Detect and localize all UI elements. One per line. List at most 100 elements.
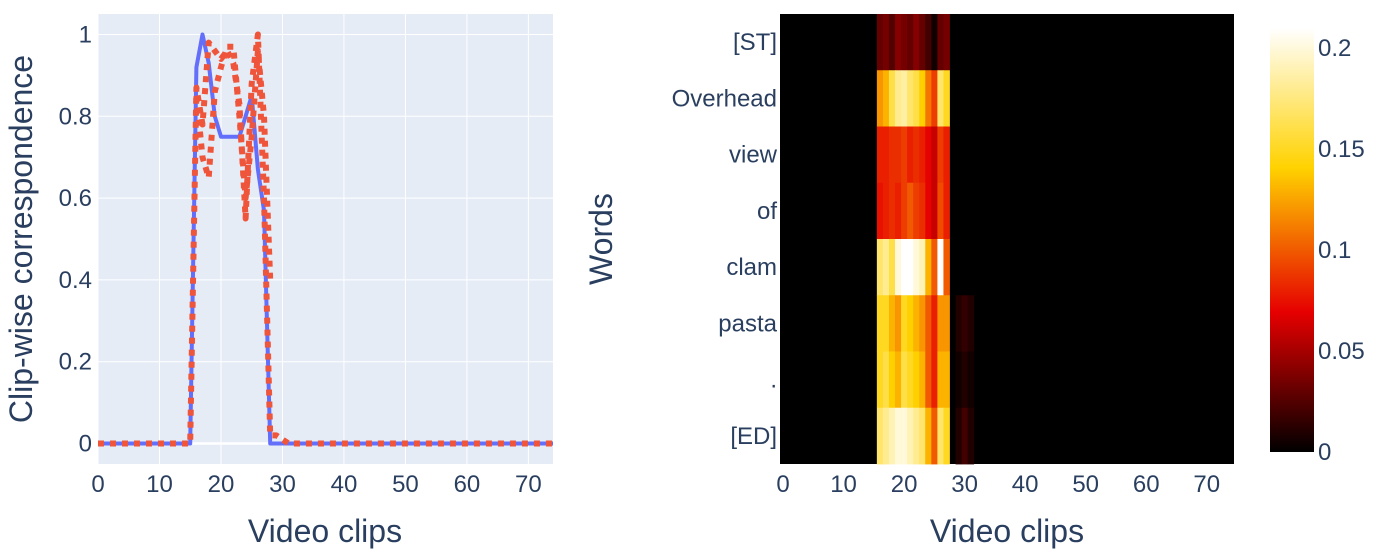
heatmap-cell <box>901 295 908 352</box>
x-tick-label: 60 <box>1133 471 1160 498</box>
heatmap-cell <box>907 182 914 240</box>
row-label: of <box>757 198 777 225</box>
heatmap-cell <box>888 351 896 409</box>
heatmap-cell <box>937 182 944 240</box>
heatmap-cell <box>961 295 969 352</box>
heatmap-cell <box>913 182 920 240</box>
x-tick-label: 10 <box>146 471 173 498</box>
heatmap-cell <box>919 70 926 127</box>
row-label: clam <box>726 254 777 281</box>
heatmap-x-tick-labels: 0 10 20 30 40 50 60 70 <box>776 471 1220 498</box>
line-chart: 0 10 20 30 40 50 60 70 0 0.2 0.4 0.6 0.8 1 Video cli… <box>3 14 553 549</box>
colorbar-tick-label: 0.1 <box>1318 237 1351 264</box>
heatmap-cell <box>888 239 896 296</box>
heatmap-cell <box>943 239 950 296</box>
heatmap-cell <box>913 70 920 127</box>
heatmap-cell <box>907 70 914 127</box>
line-y-tick-labels: 0 0.2 0.4 0.6 0.8 1 <box>59 21 92 457</box>
colorbar-tick-label: 0.05 <box>1318 338 1365 365</box>
x-tick-label: 30 <box>269 471 296 498</box>
x-tick-label: 0 <box>91 471 104 498</box>
y-tick-label: 0.4 <box>59 267 92 294</box>
x-tick-label: 70 <box>1193 471 1220 498</box>
heatmap-cell <box>925 126 932 184</box>
heatmap-chart: 0 10 20 30 40 50 60 70 [ST] Overhead view of clam pa… <box>583 14 1365 549</box>
heatmap-cell <box>882 351 890 409</box>
heatmap-cell <box>913 351 920 409</box>
heatmap-cell <box>943 295 950 352</box>
heatmap-cell <box>901 14 908 71</box>
heatmap-cell <box>882 295 890 352</box>
heatmap-cell <box>907 295 914 352</box>
heatmap-cell <box>882 182 890 240</box>
heatmap-cell <box>943 14 950 71</box>
heatmap-cell <box>967 351 975 409</box>
heatmap-cell <box>937 126 944 184</box>
heatmap-cell <box>882 70 890 127</box>
heatmap-cell <box>901 182 908 240</box>
heatmap-cell <box>895 14 902 71</box>
x-tick-label: 30 <box>951 471 978 498</box>
x-tick-label: 40 <box>1012 471 1039 498</box>
x-tick-label: 20 <box>208 471 235 498</box>
colorbar-tick-label: 0 <box>1318 439 1331 466</box>
dotted-series-line <box>193 43 274 281</box>
heatmap-cell <box>913 407 920 465</box>
heatmap-cell <box>937 70 944 127</box>
heatmap-cell <box>882 407 890 465</box>
x-tick-label: 50 <box>1072 471 1099 498</box>
x-tick-label: 50 <box>392 471 419 498</box>
heatmap-cell <box>901 126 908 184</box>
heatmap-cell <box>919 182 926 240</box>
heatmap-cell <box>961 407 969 465</box>
heatmap-cell <box>925 407 932 465</box>
heatmap-cell <box>876 295 884 352</box>
heatmap-cell <box>876 351 884 409</box>
y-tick-label: 0.2 <box>59 349 92 376</box>
line-series-group <box>98 31 553 447</box>
solid-series-line <box>98 32 553 446</box>
heatmap-cell <box>895 407 902 465</box>
heatmap-cell <box>907 407 914 465</box>
heatmap-cell <box>888 70 896 127</box>
heatmap-cell <box>876 126 884 184</box>
heatmap-cell <box>895 351 902 409</box>
heatmap-cell <box>931 295 938 352</box>
x-tick-label: 0 <box>776 471 789 498</box>
heatmap-cell <box>937 351 944 409</box>
heatmap-cell <box>955 351 962 409</box>
x-tick-label: 10 <box>830 471 857 498</box>
heatmap-cell <box>913 239 920 296</box>
heatmap-cell <box>888 295 896 352</box>
x-tick-label: 40 <box>331 471 358 498</box>
y-tick-label: 0.8 <box>59 103 92 130</box>
heatmap-cell <box>919 351 926 409</box>
heatmap-cell <box>907 351 914 409</box>
colorbar-tick-labels: 0 0.05 0.1 0.15 0.2 <box>1318 35 1365 466</box>
heatmap-cell <box>943 70 950 127</box>
heatmap-x-axis-title: Video clips <box>930 513 1084 549</box>
heatmap-cell <box>888 126 896 184</box>
heatmap-cell <box>931 70 938 127</box>
heatmap-cell <box>943 407 950 465</box>
heatmap-cell <box>882 126 890 184</box>
heatmap-cell <box>919 239 926 296</box>
heatmap-row-labels: [ST] Overhead view of clam pasta. [ED] <box>672 29 778 450</box>
heatmap-cell <box>882 14 890 71</box>
heatmap-cell <box>955 407 962 465</box>
heatmap-cell <box>895 70 902 127</box>
row-label: [ED] <box>730 423 777 450</box>
heatmap-cell <box>919 407 926 465</box>
line-y-axis-title: Clip-wise correspondence <box>3 55 39 423</box>
heatmap-cell <box>967 407 975 465</box>
colorbar <box>1270 28 1314 452</box>
heatmap-cell <box>888 407 896 465</box>
heatmap-cell <box>888 14 896 71</box>
heatmap-cell <box>931 351 938 409</box>
heatmap-cell <box>907 126 914 184</box>
y-tick-label: 0.6 <box>59 185 92 212</box>
heatmap-cell <box>901 70 908 127</box>
heatmap-cell <box>876 239 884 296</box>
heatmap-cell <box>937 239 944 296</box>
